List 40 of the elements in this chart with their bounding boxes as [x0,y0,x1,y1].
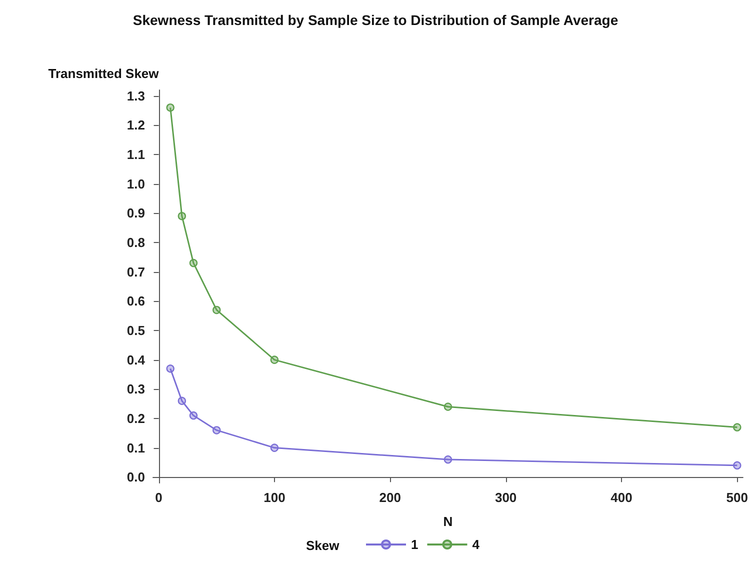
point [166,364,174,373]
y-tick-label: 1.3 [126,88,145,104]
x-axis-title: N [443,514,453,529]
y-tick-label: 0.0 [126,470,145,485]
point [189,411,198,420]
point [189,258,198,268]
point [178,396,186,405]
point [444,402,452,411]
y-tick-label: 1.0 [126,176,145,192]
y-tick-label: 1.1 [126,147,145,162]
y-tick-label: 0.9 [126,206,145,221]
y-tick-label: 0.4 [126,352,146,368]
y-tick-label: 0.8 [126,235,145,250]
point [178,212,186,220]
point [270,444,279,452]
legend-label: 1 [411,537,418,552]
point [166,104,174,112]
point [733,461,742,470]
point [444,455,452,464]
point [212,306,221,314]
point [212,426,221,434]
x-tick-label: 400 [610,490,632,505]
y-tick-label: 0.5 [126,322,145,338]
legend-label: 4 [472,537,480,552]
y-tick-label: 0.1 [126,440,145,456]
y-axis-title: Transmitted Skew [48,66,160,81]
point [270,356,279,364]
x-tick-label: 200 [379,490,401,505]
y-tick-label: 0.2 [126,410,145,426]
x-tick-label: 300 [494,490,517,505]
y-tick-label: 0.6 [126,294,145,309]
y-tick-label: 0.3 [126,382,145,397]
x-tick-label: 0 [155,490,162,505]
y-tick-label: 1.2 [126,118,145,133]
chart-title: Skewness Transmitted by Sample Size to Distribution of Sample Average [132,12,618,28]
point [733,423,742,432]
legend-title: Skew [306,538,340,553]
x-tick-label: 500 [726,490,748,505]
x-tick-label: 100 [264,490,286,505]
y-tick-label: 0.7 [126,264,145,280]
